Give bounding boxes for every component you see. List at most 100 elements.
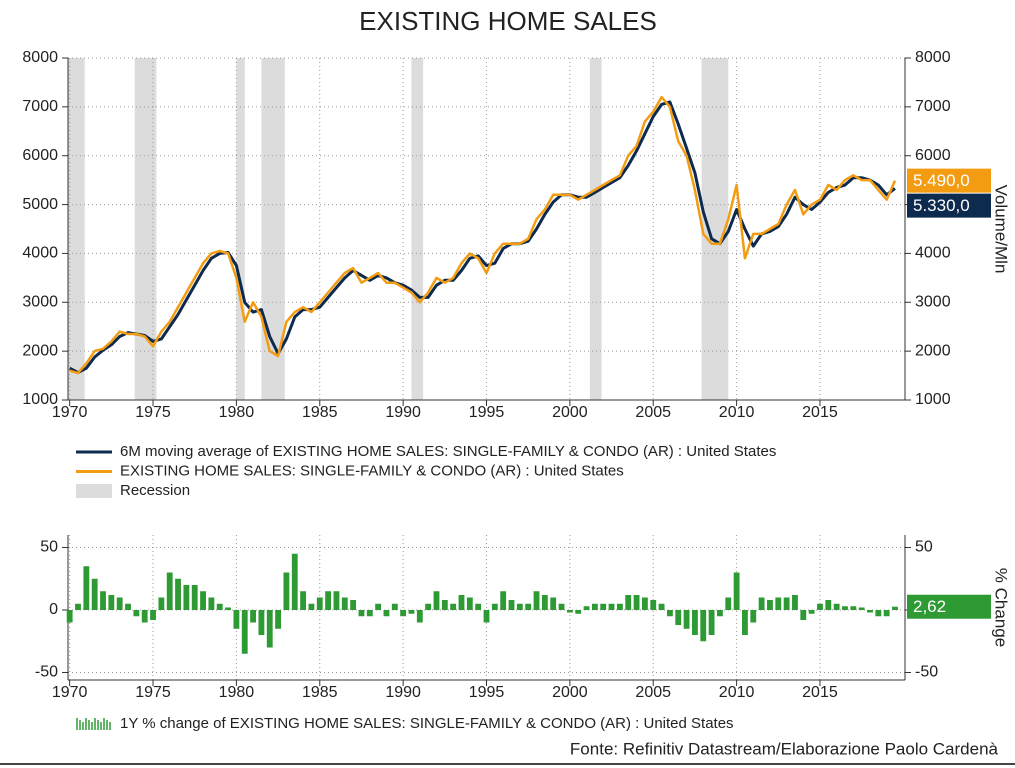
bar (91, 578, 98, 610)
end-label: 2,62 (913, 597, 946, 616)
bar (466, 597, 473, 610)
bar (158, 597, 165, 610)
x-tick-label: 1995 (469, 404, 505, 421)
bar (608, 603, 615, 610)
bar (200, 591, 206, 610)
y2-tick-label: 50 (915, 539, 933, 556)
bar (83, 566, 90, 610)
y-tick-label: 0 (49, 601, 58, 618)
bar (725, 597, 732, 610)
bar (625, 595, 632, 610)
bar (516, 603, 523, 610)
series-line (68, 100, 896, 375)
end-label-box (907, 193, 991, 218)
bar (800, 610, 807, 620)
x-tick-label: 1970 (52, 684, 88, 701)
bar (216, 603, 223, 610)
x-tick-label: 1980 (219, 404, 255, 421)
bar (875, 610, 882, 617)
bar (283, 572, 290, 610)
bar (708, 610, 715, 635)
x-tick-label: 2000 (552, 404, 588, 421)
end-label: 5.330,0 (913, 196, 970, 215)
bar (533, 591, 540, 610)
x-tick-label: 1975 (135, 404, 171, 421)
recession-band (261, 58, 285, 400)
bar (366, 610, 373, 617)
bar (775, 597, 782, 610)
y-tick-label: 1000 (22, 391, 58, 408)
x-tick-label: 2005 (635, 404, 671, 421)
recession-band (589, 58, 602, 400)
bar (458, 595, 465, 610)
x-tick-label: 1990 (385, 404, 421, 421)
bar (825, 600, 832, 610)
x-tick-label: 2010 (719, 404, 755, 421)
bar (333, 591, 340, 610)
bar (150, 610, 156, 620)
bar (233, 610, 240, 629)
x-tick-label: 2015 (802, 404, 838, 421)
bar (175, 578, 181, 610)
end-label: 5.490,0 (913, 171, 970, 190)
end-label-box (907, 168, 991, 193)
bar (808, 610, 815, 614)
bar (550, 597, 557, 610)
bar (575, 610, 582, 614)
y2-tick-label: 2000 (915, 342, 951, 359)
bar (225, 607, 231, 610)
recession-band (134, 58, 157, 400)
bar (758, 597, 765, 610)
bar (666, 610, 673, 617)
legend-swatch (76, 484, 112, 498)
bar (291, 553, 298, 610)
bar (241, 610, 248, 654)
bar (850, 606, 857, 610)
y-tick-label: 8000 (22, 49, 58, 66)
legend-label: 1Y % change of EXISTING HOME SALES: SING… (120, 715, 734, 732)
x-tick-label: 2000 (552, 684, 588, 701)
bar (591, 603, 598, 610)
y2-tick-label: 7000 (915, 98, 951, 115)
bar (391, 603, 398, 610)
x-tick-label: 2015 (802, 684, 838, 701)
bar (116, 597, 123, 610)
bar (767, 600, 773, 610)
recession-band (411, 58, 424, 400)
bar (191, 585, 198, 610)
bar (717, 610, 723, 617)
bar (633, 595, 640, 610)
y-tick-label: 3000 (22, 294, 58, 311)
bar (475, 603, 482, 610)
bar (275, 610, 282, 629)
bar (817, 603, 823, 610)
bar (75, 603, 81, 610)
x-tick-label: 2010 (719, 684, 755, 701)
y2-tick-label: 6000 (915, 147, 951, 164)
bar (425, 603, 432, 610)
y2-tick-label: 3000 (915, 294, 951, 311)
recession-band (68, 58, 85, 400)
bar (683, 610, 690, 629)
bar (350, 600, 357, 610)
chart-title: EXISTING HOME SALES (359, 6, 657, 36)
bar (400, 610, 407, 617)
bar (641, 597, 648, 610)
bar (416, 610, 423, 623)
bar (867, 610, 873, 613)
y2-axis-label: % Change (992, 568, 1011, 647)
bar (733, 572, 740, 610)
bar (341, 597, 348, 610)
bar (525, 603, 532, 610)
y-tick-label: 4000 (22, 245, 58, 262)
recession-band (236, 58, 245, 400)
bar (783, 597, 790, 610)
bar (892, 606, 898, 610)
bar (250, 610, 256, 623)
x-tick-label: 1985 (302, 684, 338, 701)
bar (141, 610, 148, 623)
x-tick-label: 1975 (135, 684, 171, 701)
x-tick-label: 2005 (635, 684, 671, 701)
x-tick-label: 1990 (385, 684, 421, 701)
